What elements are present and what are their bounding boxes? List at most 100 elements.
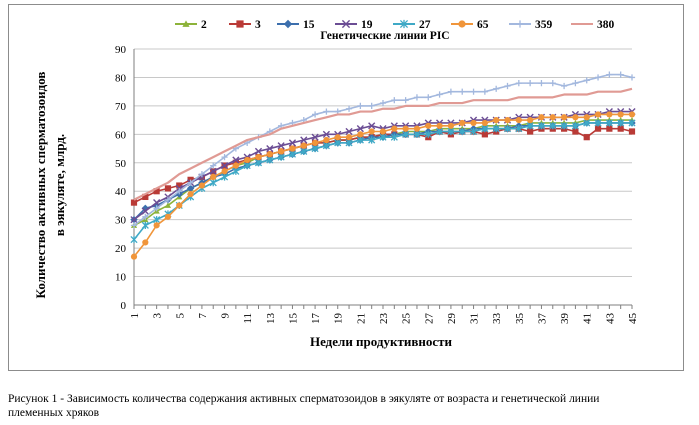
data-point <box>130 235 138 244</box>
data-point <box>447 127 455 136</box>
data-point <box>402 97 409 104</box>
x-tick-label: 31 <box>469 313 481 324</box>
data-point <box>493 85 500 92</box>
data-point <box>594 119 602 127</box>
data-point <box>492 125 500 133</box>
x-axis-title: Недели продуктивности <box>310 334 453 349</box>
data-point <box>549 114 556 121</box>
legend-label: 3 <box>255 19 261 31</box>
x-tick-label: 29 <box>446 313 458 325</box>
data-point <box>210 162 217 169</box>
legend-label: 380 <box>597 19 615 31</box>
data-point <box>221 153 228 161</box>
data-point <box>605 119 613 127</box>
data-point <box>469 127 478 136</box>
data-point <box>594 111 602 118</box>
data-point <box>300 142 307 149</box>
legend-item-19: 19 <box>335 19 373 31</box>
y-tick-label: 20 <box>115 243 127 255</box>
series-359 <box>130 71 636 229</box>
data-point <box>470 88 477 95</box>
data-point <box>402 130 410 138</box>
y-tick-label: 10 <box>115 272 127 284</box>
data-point <box>402 125 409 132</box>
data-point <box>606 111 613 118</box>
legend-item-65: 65 <box>451 19 489 31</box>
data-point <box>345 134 353 141</box>
data-point <box>345 127 353 136</box>
legend-item-3: 3 <box>229 19 261 31</box>
x-tick-label: 37 <box>536 313 548 325</box>
data-point <box>583 114 590 121</box>
data-point <box>390 133 398 141</box>
data-point <box>164 213 172 220</box>
data-point <box>368 102 375 109</box>
data-point <box>209 167 217 175</box>
data-point <box>458 20 466 28</box>
legend-item-27: 27 <box>393 19 431 31</box>
data-point <box>617 125 624 132</box>
data-point <box>516 20 524 28</box>
data-point <box>628 119 636 127</box>
legend-item-2: 2 <box>175 19 207 31</box>
data-point <box>311 111 319 118</box>
caption-line-1: Рисунок 1 - Зависимость количества содер… <box>8 393 600 405</box>
data-point <box>470 119 477 127</box>
data-point <box>142 193 149 201</box>
data-point <box>300 147 308 155</box>
data-point <box>278 148 285 155</box>
data-point <box>322 130 331 138</box>
legend-label: 27 <box>419 19 431 31</box>
data-point <box>141 221 149 229</box>
data-point <box>198 171 206 178</box>
data-point <box>266 156 274 164</box>
data-point <box>481 125 489 133</box>
data-point <box>254 159 263 167</box>
data-point <box>176 202 183 209</box>
data-point <box>164 196 172 203</box>
data-point <box>311 144 319 153</box>
data-point <box>515 80 522 87</box>
data-point <box>182 20 190 27</box>
data-point <box>232 156 240 164</box>
data-point <box>209 179 217 187</box>
data-point <box>255 153 262 161</box>
data-point <box>142 239 149 246</box>
data-point <box>527 117 534 124</box>
data-point <box>481 131 488 138</box>
series-65 <box>130 111 636 260</box>
data-point <box>572 114 579 121</box>
data-point <box>391 125 398 132</box>
data-point <box>153 216 161 224</box>
data-point <box>288 139 297 147</box>
data-point <box>187 179 194 186</box>
data-point <box>153 205 160 212</box>
data-point <box>130 222 138 229</box>
data-point <box>459 88 466 95</box>
x-tick-label: 15 <box>287 313 299 325</box>
data-point <box>424 130 432 138</box>
data-point <box>399 19 409 29</box>
data-point <box>436 127 444 136</box>
x-tick-label: 39 <box>559 313 571 325</box>
data-point <box>413 94 421 101</box>
data-point <box>503 125 512 133</box>
data-point <box>391 97 398 104</box>
data-point <box>379 99 387 107</box>
data-point <box>266 151 273 158</box>
data-point <box>436 122 443 129</box>
data-point <box>153 222 160 229</box>
data-point <box>481 88 488 95</box>
data-point <box>572 128 579 135</box>
y-tick-label: 80 <box>115 72 127 84</box>
data-point <box>221 168 228 175</box>
data-point <box>504 117 511 124</box>
series-380 <box>133 87 633 201</box>
x-tick-label: 43 <box>604 313 616 325</box>
data-point <box>345 139 353 147</box>
data-point <box>379 128 387 135</box>
data-point <box>515 125 523 133</box>
data-point <box>628 128 636 135</box>
